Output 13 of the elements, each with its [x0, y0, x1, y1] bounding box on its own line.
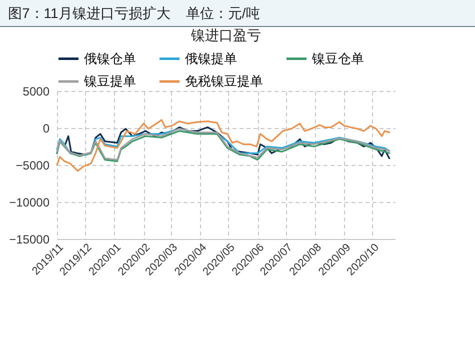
chart-subtitle: 镍进口盈亏 — [190, 27, 261, 43]
legend-label: 镍豆仓单 — [311, 50, 364, 66]
y-tick-label: 5000 — [22, 84, 50, 98]
legend-label: 俄镍仓单 — [84, 50, 136, 66]
chart-title: 图7：11月镍进口亏损扩大 单位：元/吨 — [0, 0, 475, 27]
legend-label: 俄镍提单 — [185, 50, 237, 66]
y-tick-label: −5000 — [16, 158, 50, 172]
y-tick-label: −15000 — [9, 232, 50, 246]
legend-label: 镍豆提单 — [83, 74, 136, 88]
y-tick-label: −10000 — [9, 196, 50, 210]
legend-label: 免税镍豆提单 — [185, 74, 263, 88]
y-tick-label: 0 — [42, 122, 50, 136]
line-series — [56, 119, 390, 172]
